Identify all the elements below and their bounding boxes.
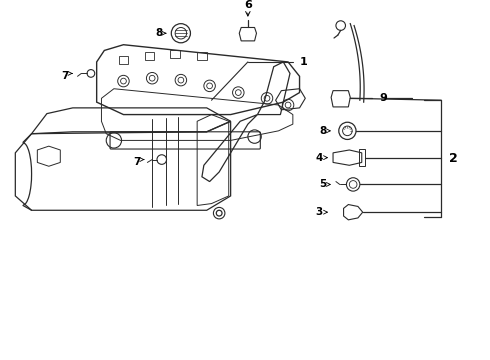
Text: 7: 7: [133, 157, 141, 167]
Text: 8: 8: [319, 126, 326, 136]
Text: 4: 4: [315, 153, 322, 163]
Text: 9: 9: [379, 93, 387, 103]
Text: 1: 1: [299, 57, 307, 67]
Text: 3: 3: [315, 207, 322, 217]
Text: 6: 6: [244, 0, 252, 9]
Text: 8: 8: [155, 28, 163, 38]
Text: 7: 7: [61, 71, 69, 81]
Text: 5: 5: [319, 179, 326, 189]
Text: 2: 2: [449, 152, 458, 165]
